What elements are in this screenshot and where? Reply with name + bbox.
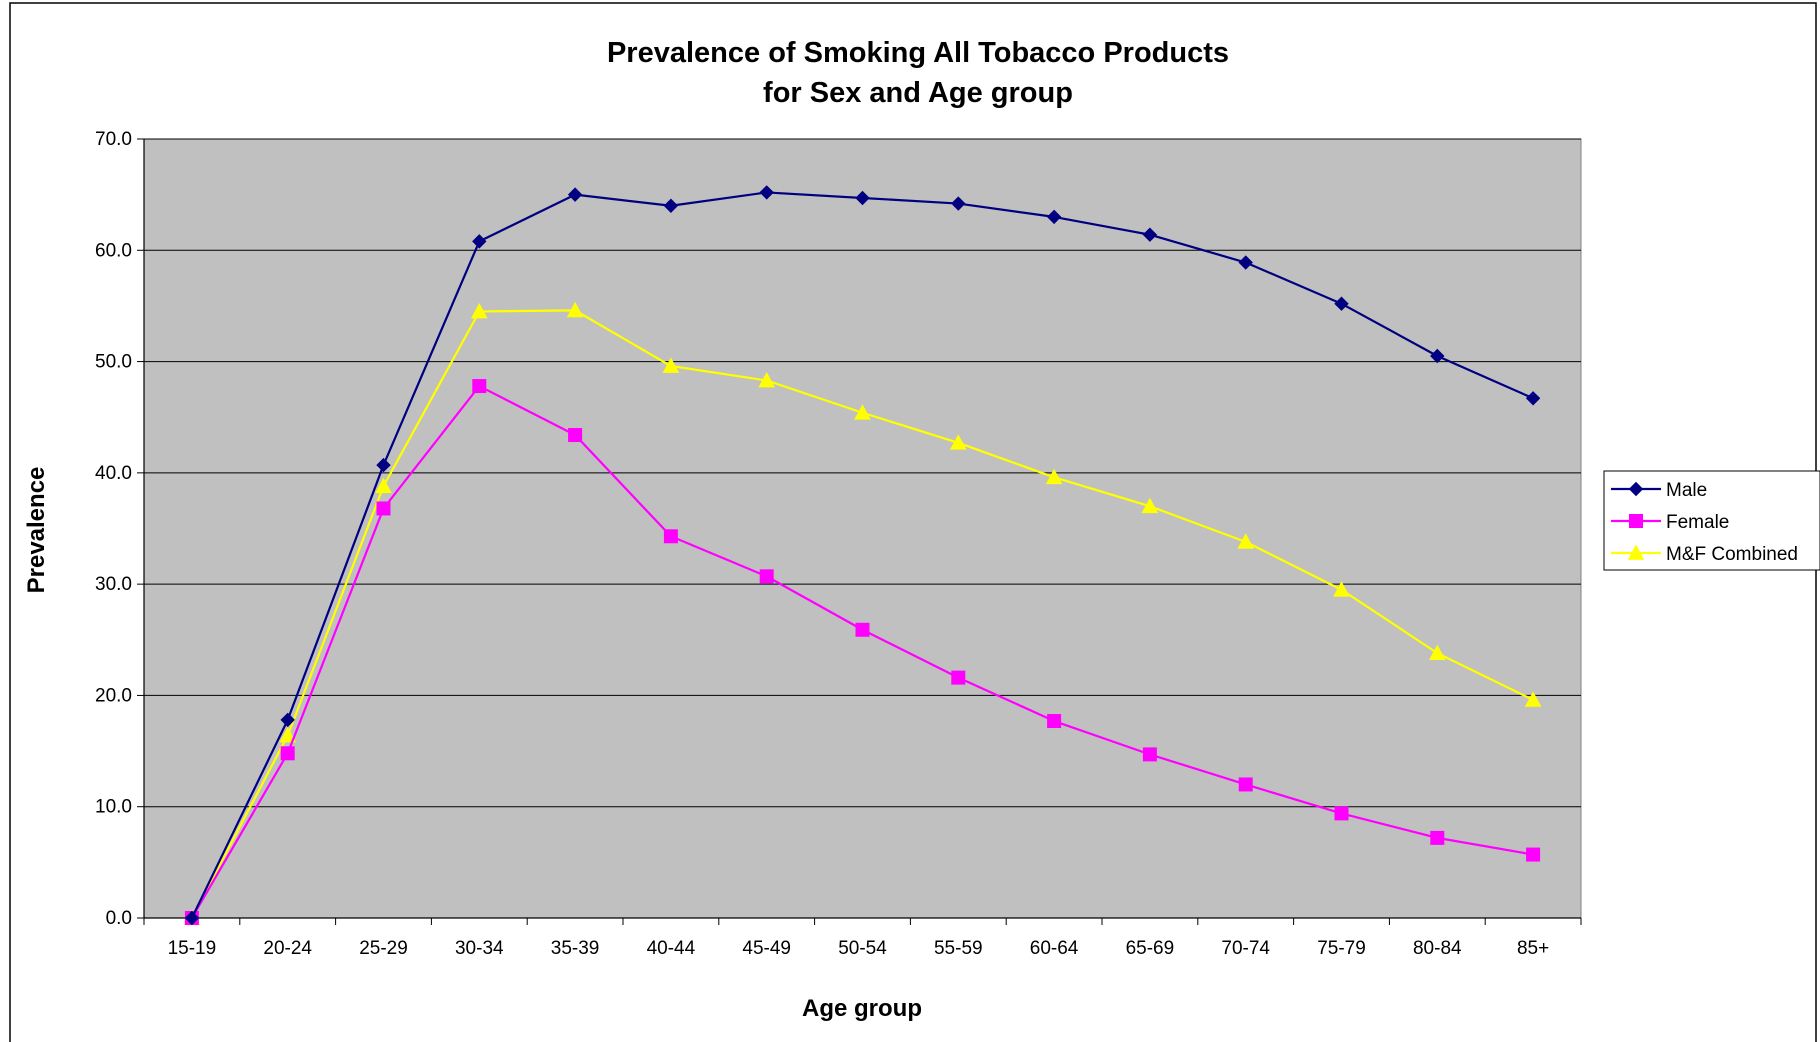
y-tick-label: 20.0 [95, 685, 132, 706]
data-point-m-f-combined [854, 404, 871, 420]
legend-label: M&F Combined [1666, 544, 1798, 565]
data-point-female [1526, 847, 1541, 862]
data-point-m-f-combined [1237, 533, 1255, 549]
y-tick-label: 40.0 [95, 463, 132, 484]
x-tick-label: 70-74 [1221, 938, 1270, 959]
data-point-male [663, 198, 679, 213]
data-point-male [376, 457, 391, 473]
data-point-female [472, 379, 487, 394]
data-point-female [759, 569, 774, 584]
data-point-m-f-combined [1428, 644, 1446, 661]
data-point-male [184, 910, 200, 926]
x-tick-label: 75-79 [1317, 938, 1366, 959]
data-point-female [1047, 714, 1062, 729]
data-point-m-f-combined [1045, 468, 1063, 485]
data-point-female [855, 622, 870, 637]
data-point-male [1430, 348, 1445, 364]
data-point-female [951, 670, 966, 685]
y-tick-label: 60.0 [95, 240, 132, 261]
data-point-m-f-combined [949, 434, 967, 450]
plot-area [143, 138, 1582, 919]
data-point-m-f-combined [470, 302, 488, 319]
data-point-male [1525, 391, 1541, 406]
legend-item-male: Male [1611, 480, 1707, 501]
series-layer [183, 185, 1542, 926]
data-point-m-f-combined [279, 726, 297, 743]
chart-title-line-1: Prevalence of Smoking All Tobacco Produc… [607, 37, 1229, 69]
x-tick-label: 65-69 [1126, 938, 1175, 959]
x-axis-title: Age group [802, 995, 922, 1022]
data-point-female [663, 529, 678, 544]
x-tick-label: 60-64 [1030, 938, 1079, 959]
data-point-male [1334, 296, 1349, 311]
x-tick-label: 40-44 [647, 938, 696, 959]
data-point-female [280, 746, 295, 761]
legend-marker [1629, 514, 1643, 528]
legend-item-female: Female [1611, 512, 1729, 533]
legend-label: Male [1666, 480, 1707, 501]
legend: Male Female M&F Combined [1603, 470, 1820, 571]
data-point-female [568, 428, 583, 443]
legend-item-m-f-combined: M&F Combined [1611, 544, 1798, 565]
data-point-female [1334, 806, 1349, 821]
data-point-male [280, 712, 295, 728]
y-tick-label: 30.0 [95, 574, 132, 595]
axes: 0.0 10.0 20.0 30.0 40.0 50.0 60.0 70.0 15-19 20-2… [95, 129, 1582, 959]
data-point-m-f-combined [1333, 581, 1350, 597]
x-tick-label: 50-54 [838, 938, 887, 959]
chart-title-line-2: for Sex and Age group [763, 77, 1073, 109]
chart-title: Prevalence of Smoking All Tobacco Produc… [607, 37, 1229, 109]
y-tick-label: 0.0 [106, 908, 132, 929]
legend-items: Male Female M&F Combined [1611, 480, 1798, 565]
x-tick-label: 55-59 [934, 938, 983, 959]
data-point-m-f-combined [662, 357, 680, 373]
data-point-male [855, 190, 870, 206]
data-point-female [376, 501, 391, 516]
x-tick-label: 25-29 [359, 938, 408, 959]
data-point-male [1238, 255, 1253, 270]
x-tick-label: 30-34 [455, 938, 504, 959]
data-point-male [759, 185, 774, 200]
x-tick-label: 20-24 [263, 938, 312, 959]
x-tick-label: 80-84 [1413, 938, 1462, 959]
data-point-m-f-combined [758, 371, 776, 388]
data-point-male [951, 196, 966, 211]
data-point-m-f-combined [1141, 497, 1159, 514]
data-point-m-f-combined [375, 477, 392, 494]
legend-marker [1628, 481, 1644, 497]
data-point-female [1430, 830, 1445, 845]
gridlines [144, 138, 1581, 808]
data-point-male [472, 234, 487, 249]
data-point-female [1238, 777, 1253, 792]
y-tick-label: 10.0 [95, 797, 132, 818]
y-tick-label: 50.0 [95, 352, 132, 373]
data-point-male [1046, 209, 1062, 225]
data-point-male [1142, 227, 1158, 242]
data-point-female [1142, 747, 1157, 762]
data-point-male [567, 187, 583, 202]
legend-marker [1627, 544, 1645, 560]
x-tick-label: 35-39 [551, 938, 600, 959]
y-tick-label: 70.0 [95, 129, 132, 150]
data-point-m-f-combined [566, 301, 584, 318]
y-axis-title: Prevalence [23, 467, 50, 594]
legend-label: Female [1666, 512, 1729, 533]
x-tick-label: 45-49 [742, 938, 791, 959]
x-tick-label: 15-19 [168, 938, 217, 959]
data-point-m-f-combined [1524, 691, 1542, 707]
x-tick-label: 85+ [1517, 938, 1549, 959]
series-male [184, 185, 1541, 926]
